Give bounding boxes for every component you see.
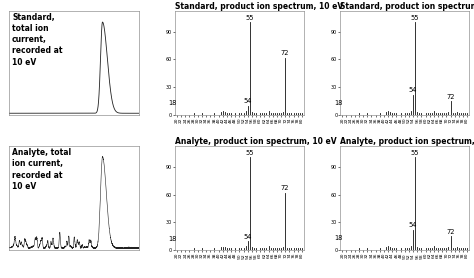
Text: 18: 18 (169, 236, 177, 242)
Text: Analyte, product ion spectrum, 10 eV: Analyte, product ion spectrum, 10 eV (175, 137, 337, 146)
Text: 72: 72 (446, 94, 455, 100)
Text: 54: 54 (409, 222, 417, 229)
Text: 54: 54 (244, 234, 252, 240)
Text: Analyte, product ion spectrum, 20 eV: Analyte, product ion spectrum, 20 eV (340, 137, 474, 146)
Text: 55: 55 (246, 150, 254, 156)
Text: Standard, product ion spectrum, 20 eV: Standard, product ion spectrum, 20 eV (340, 2, 474, 11)
Text: 72: 72 (446, 229, 455, 235)
Text: 72: 72 (281, 50, 290, 56)
Text: 54: 54 (409, 87, 417, 93)
Text: 55: 55 (246, 15, 254, 21)
Text: 55: 55 (411, 150, 419, 156)
Text: 55: 55 (411, 15, 419, 21)
Text: Analyte, total
ion current,
recorded at
10 eV: Analyte, total ion current, recorded at … (12, 148, 71, 191)
Text: Standard,
total ion
current,
recorded at
10 eV: Standard, total ion current, recorded at… (12, 13, 63, 67)
Text: 18: 18 (169, 100, 177, 106)
Text: 18: 18 (334, 100, 342, 106)
Text: Standard, product ion spectrum, 10 eV: Standard, product ion spectrum, 10 eV (175, 2, 343, 11)
Text: 54: 54 (244, 98, 252, 105)
Text: 72: 72 (281, 185, 290, 191)
Text: 18: 18 (334, 235, 342, 241)
